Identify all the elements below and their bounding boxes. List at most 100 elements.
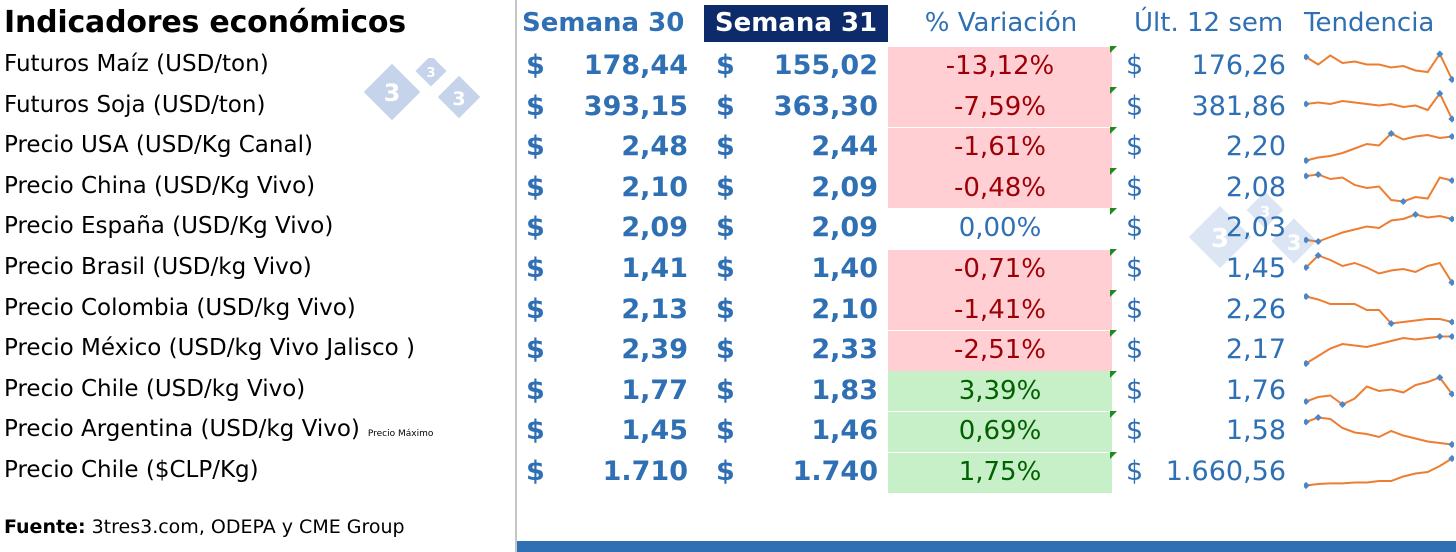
trend-marker bbox=[1304, 236, 1310, 244]
currency-symbol: $ bbox=[1126, 374, 1144, 406]
trend-sparkline bbox=[1304, 211, 1454, 246]
trend-line bbox=[1305, 295, 1453, 325]
value-variacion: -1,41% bbox=[954, 294, 1046, 325]
header-semana-31: Semana 31 bbox=[704, 5, 888, 42]
row-label-text: Precio Colombia (USD/kg Vivo) bbox=[4, 294, 356, 321]
row-label-text: Futuros Maíz (USD/ton) bbox=[4, 51, 269, 77]
row-label: Precio Brasil (USD/kg Vivo) bbox=[4, 254, 312, 280]
value-ult-12-sem: 381,86 bbox=[1191, 90, 1286, 122]
value-ult-12-sem: 1,76 bbox=[1225, 374, 1286, 406]
row-label: Precio Colombia (USD/kg Vivo) bbox=[4, 295, 356, 321]
trend-marker bbox=[1304, 292, 1310, 300]
currency-symbol: $ bbox=[1126, 415, 1144, 447]
currency-symbol: $ bbox=[1126, 253, 1144, 284]
value-variacion: -13,12% bbox=[945, 51, 1055, 81]
row-label-text: Precio España (USD/Kg Vivo) bbox=[4, 213, 334, 240]
header-variacion: % Variación bbox=[924, 8, 1078, 38]
value-variacion: 0,69% bbox=[958, 416, 1042, 447]
currency-symbol: $ bbox=[1126, 456, 1144, 487]
trend-marker bbox=[1304, 397, 1310, 405]
value-semana-31: 2,10 bbox=[811, 293, 878, 325]
value-variacion: 0,00% bbox=[958, 213, 1042, 244]
value-ult-12-sem: 2,20 bbox=[1225, 131, 1286, 163]
variation-fill bbox=[888, 452, 1112, 493]
trend-sparkline bbox=[1304, 373, 1454, 408]
cell-comment-marker bbox=[1110, 208, 1117, 216]
watermark-digit: 3 bbox=[426, 66, 435, 81]
currency-symbol: $ bbox=[716, 171, 735, 203]
variation-fill bbox=[888, 371, 1112, 412]
trend-marker bbox=[1304, 418, 1310, 426]
variation-fill bbox=[888, 87, 1112, 128]
currency-symbol: $ bbox=[716, 50, 735, 81]
variation-fill bbox=[888, 249, 1112, 290]
value-semana-30: 2,10 bbox=[621, 171, 688, 203]
value-ult-12-sem: 2,17 bbox=[1225, 334, 1286, 366]
currency-symbol: $ bbox=[526, 334, 545, 366]
currency-symbol: $ bbox=[1126, 90, 1144, 122]
trend-marker bbox=[1314, 170, 1322, 178]
trend-line bbox=[1305, 335, 1452, 365]
trend-marker bbox=[1448, 441, 1454, 449]
value-semana-31: 1,83 bbox=[811, 374, 878, 406]
cell-comment-marker bbox=[1110, 411, 1117, 419]
trend-sparkline bbox=[1304, 251, 1454, 287]
value-variacion: -0,48% bbox=[954, 172, 1046, 203]
header-ult-12-sem: Últ. 12 sem bbox=[1134, 8, 1284, 38]
variation-fill bbox=[888, 168, 1112, 209]
currency-symbol: $ bbox=[526, 253, 545, 284]
value-variacion: -1,61% bbox=[954, 132, 1046, 163]
value-semana-30: 1,41 bbox=[621, 253, 688, 284]
row-label: Precio México (USD/kg Vivo Jalisco ) bbox=[4, 335, 415, 361]
cell-comment-marker bbox=[1110, 127, 1117, 135]
value-semana-31: 2,44 bbox=[811, 131, 878, 163]
watermark-digit: 3 bbox=[452, 88, 465, 110]
currency-symbol: $ bbox=[716, 415, 735, 447]
bottom-bar bbox=[517, 541, 1456, 552]
value-semana-30: 393,15 bbox=[583, 90, 688, 122]
currency-symbol: $ bbox=[716, 131, 735, 163]
source-text: 3tres3.com, ODEPA y CME Group bbox=[85, 516, 405, 538]
currency-symbol: $ bbox=[1126, 334, 1144, 366]
trend-marker bbox=[1314, 414, 1322, 422]
column-divider bbox=[515, 0, 517, 552]
value-ult-12-sem: 1,45 bbox=[1225, 253, 1286, 284]
currency-symbol: $ bbox=[716, 293, 735, 325]
watermark-digit: 3 bbox=[384, 79, 401, 107]
value-semana-30: 1.710 bbox=[602, 456, 688, 487]
trend-marker bbox=[1448, 133, 1454, 141]
value-ult-12-sem: 1,58 bbox=[1225, 415, 1286, 447]
trend-marker bbox=[1448, 333, 1454, 341]
logo-watermark-left: 3 3 3 bbox=[363, 58, 481, 121]
currency-symbol: $ bbox=[1126, 293, 1144, 325]
trend-line bbox=[1305, 173, 1453, 203]
trend-sparkline bbox=[1304, 130, 1454, 165]
row-label-text: Precio Argentina (USD/kg Vivo) bbox=[4, 416, 360, 443]
value-semana-31: 2,33 bbox=[811, 334, 878, 366]
table-title: Indicadores económicos bbox=[4, 5, 406, 40]
trend-sparkline bbox=[1304, 89, 1454, 123]
currency-symbol: $ bbox=[1126, 171, 1144, 203]
trend-marker bbox=[1448, 215, 1454, 223]
trend-marker bbox=[1411, 211, 1420, 219]
row-label: Precio USA (USD/Kg Canal) bbox=[4, 132, 313, 158]
trend-sparkline bbox=[1304, 170, 1454, 205]
cell-comment-marker bbox=[1110, 167, 1117, 175]
trend-marker bbox=[1448, 176, 1454, 184]
value-variacion: 3,39% bbox=[958, 375, 1042, 406]
variation-fill bbox=[888, 46, 1112, 87]
row-label: Precio China (USD/Kg Vivo) bbox=[4, 173, 315, 199]
currency-symbol: $ bbox=[716, 212, 735, 244]
value-semana-31: 2,09 bbox=[811, 171, 878, 203]
row-label: Precio Argentina (USD/kg Vivo) Precio Máx… bbox=[4, 416, 433, 442]
header-semana-30: Semana 30 bbox=[522, 8, 685, 38]
trend-marker bbox=[1304, 157, 1310, 165]
row-label-note: Precio Máximo bbox=[367, 429, 434, 440]
currency-symbol: $ bbox=[526, 374, 545, 406]
trend-marker bbox=[1448, 318, 1454, 326]
value-ult-12-sem: 2,26 bbox=[1225, 293, 1286, 325]
trend-sparkline bbox=[1304, 454, 1454, 490]
value-ult-12-sem: 2,08 bbox=[1225, 171, 1286, 203]
cell-comment-marker bbox=[1110, 452, 1117, 459]
trend-line bbox=[1305, 254, 1453, 284]
